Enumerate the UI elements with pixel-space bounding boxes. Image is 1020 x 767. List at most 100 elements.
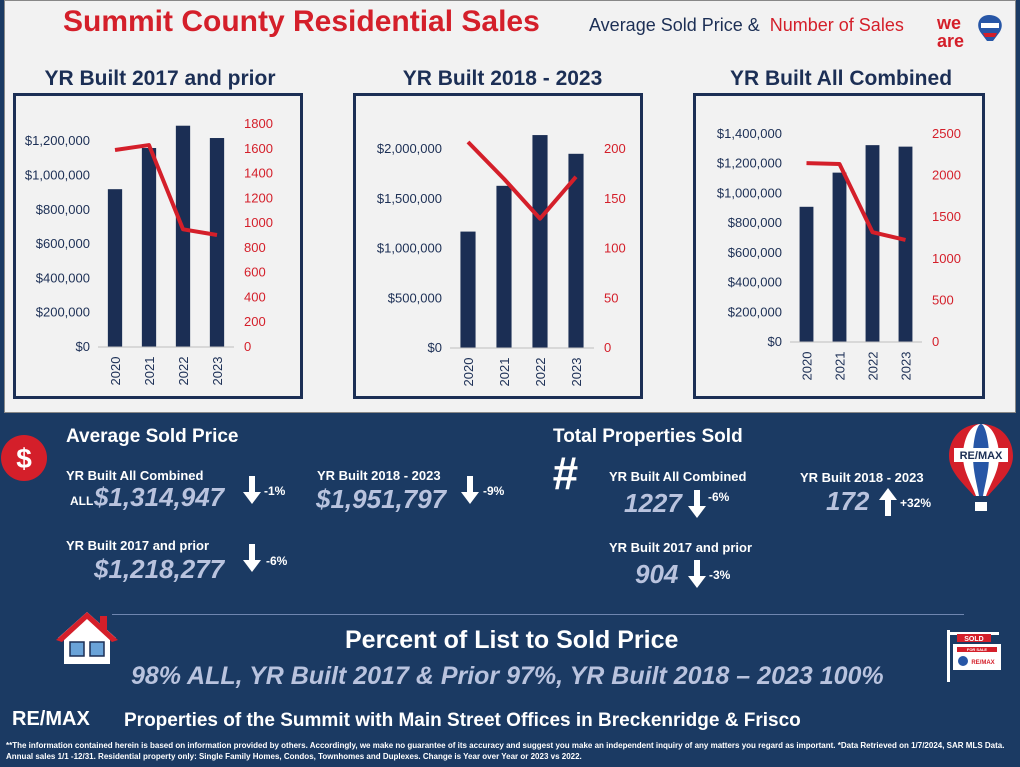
right-axis-tick: 800 (244, 240, 266, 255)
avg-combined-prefix: ALL (70, 494, 94, 508)
chart-title-2018-2023: YR Built 2018 - 2023 (402, 67, 603, 90)
left-axis-tick: $0 (76, 339, 90, 354)
right-axis-tick: 100 (604, 241, 626, 256)
summary-panel: $ Average Sold Price YR Built All Combin… (0, 418, 1020, 767)
sold-combined-change: -6% (708, 490, 730, 504)
svg-text:RE/MAX: RE/MAX (960, 450, 1003, 462)
right-axis-tick: 1800 (244, 116, 273, 131)
svg-text:SOLD: SOLD (964, 636, 983, 643)
left-axis-tick: $500,000 (388, 290, 442, 305)
right-axis-tick: 1400 (244, 166, 273, 181)
sold-older-value: 904 (635, 559, 679, 589)
avg-price-title: Average Sold Price (66, 426, 239, 447)
percent-list-title: Percent of List to Sold Price (345, 626, 679, 654)
svg-text:RE/MAX: RE/MAX (971, 660, 994, 666)
avg-combined-value: $1,314,947 (94, 482, 225, 512)
house-icon (56, 612, 118, 664)
left-axis-tick: $200,000 (728, 304, 782, 319)
chart-title-2017-prior: YR Built 2017 and prior (44, 67, 276, 90)
x-tick-label: 2022 (176, 357, 191, 386)
right-axis-tick: 0 (244, 339, 251, 354)
avg-older-change: -6% (266, 554, 288, 568)
x-tick-label: 2023 (569, 358, 584, 387)
left-axis-tick: $400,000 (36, 270, 90, 285)
bar-2020 (799, 206, 814, 342)
x-tick-label: 2020 (108, 357, 123, 386)
bar-2022 (532, 135, 548, 348)
bar-2022 (175, 125, 191, 347)
avg-combined-label: YR Built All Combined (66, 468, 204, 483)
bar-2021 (496, 185, 512, 348)
avg-combined-change: -1% (264, 484, 286, 498)
right-axis-tick: 1200 (244, 190, 273, 205)
arrow-down-icon (461, 476, 479, 504)
section-divider (112, 614, 964, 615)
hash-icon: # (552, 447, 578, 499)
bar-2023 (568, 153, 584, 348)
left-axis-tick: $2,000,000 (377, 141, 442, 156)
page-subtitle: Average Sold Price & Number of Sales (589, 15, 904, 36)
x-tick-label: 2021 (142, 357, 157, 386)
bar-2021 (141, 148, 157, 347)
sales-count-line (114, 143, 218, 237)
avg-new-label: YR Built 2018 - 2023 (317, 468, 441, 483)
footer-brand: RE/MAX (12, 708, 90, 730)
sales-count-line (806, 161, 906, 242)
left-axis-tick: $600,000 (36, 236, 90, 251)
x-tick-label: 2020 (461, 358, 476, 387)
total-sold-title: Total Properties Sold (553, 426, 743, 447)
arrow-down-icon (688, 490, 706, 518)
bar-2022 (865, 145, 880, 342)
x-tick-label: 2021 (833, 352, 848, 381)
subtitle-average-price: Average Sold Price & (589, 15, 760, 35)
arrow-down-icon (688, 560, 706, 588)
right-axis-tick: 150 (604, 191, 626, 206)
sold-combined-label: YR Built All Combined (609, 469, 747, 484)
x-tick-label: 2023 (899, 352, 914, 381)
sold-new-value: 172 (826, 486, 870, 516)
chart-2017-prior: $0 $200,000 $400,000 $600,000 $800,000 $1,000… (13, 93, 303, 399)
left-axis-tick: $200,000 (36, 305, 90, 320)
svg-text:$: $ (16, 443, 32, 474)
arrow-down-icon (243, 476, 261, 504)
left-axis-tick: $0 (428, 340, 442, 355)
chart-all-combined: $0 $200,000 $400,000 $600,000 $800,000 $1,000… (693, 93, 985, 399)
x-tick-label: 2022 (533, 358, 548, 387)
footer-tagline: Properties of the Summit with Main Stree… (124, 710, 801, 731)
chart-all-combined-svg: $0 $200,000 $400,000 $600,000 $800,000 $1,000… (717, 126, 961, 381)
right-axis-tick: 400 (244, 289, 266, 304)
left-axis-tick: $600,000 (728, 245, 782, 260)
svg-text:we: we (936, 13, 961, 33)
left-axis-tick: $1,200,000 (25, 133, 90, 148)
page-title: Summit County Residential Sales (63, 5, 540, 38)
left-axis-tick: $800,000 (728, 215, 782, 230)
x-tick-label: 2022 (866, 352, 881, 381)
left-axis-tick: $1,400,000 (717, 126, 782, 141)
sold-older-label: YR Built 2017 and prior (609, 540, 753, 555)
bar-2020 (107, 189, 123, 347)
avg-new-change: -9% (483, 484, 505, 498)
chart-2018-2023: $0 $500,000 $1,000,000 $1,500,000 $2,000,000… (353, 93, 643, 399)
left-axis-tick: $800,000 (36, 202, 90, 217)
charts-panel: Summit County Residential Sales Average … (4, 0, 1016, 413)
we-are-logo: we are (936, 13, 1002, 51)
svg-text:are: are (937, 31, 964, 51)
sold-older-change: -3% (709, 568, 731, 582)
chart-title-all-combined: YR Built All Combined (729, 67, 953, 90)
left-axis-tick: $1,000,000 (717, 185, 782, 200)
right-axis-tick: 200 (244, 314, 266, 329)
x-tick-label: 2023 (210, 357, 225, 386)
dollar-icon: $ (1, 435, 47, 481)
right-axis-tick: 1500 (932, 209, 961, 224)
left-axis-tick: $1,000,000 (377, 241, 442, 256)
right-axis-tick: 50 (604, 290, 618, 305)
left-axis-tick: $400,000 (728, 275, 782, 290)
right-axis-tick: 1000 (932, 251, 961, 266)
sold-combined-value: 1227 (624, 488, 682, 518)
right-axis-tick: 2000 (932, 168, 961, 183)
avg-new-value: $1,951,797 (316, 484, 447, 514)
x-tick-label: 2020 (800, 352, 815, 381)
left-axis-tick: $1,000,000 (25, 167, 90, 182)
avg-older-label: YR Built 2017 and prior (66, 538, 210, 553)
bar-2023 (898, 146, 913, 342)
